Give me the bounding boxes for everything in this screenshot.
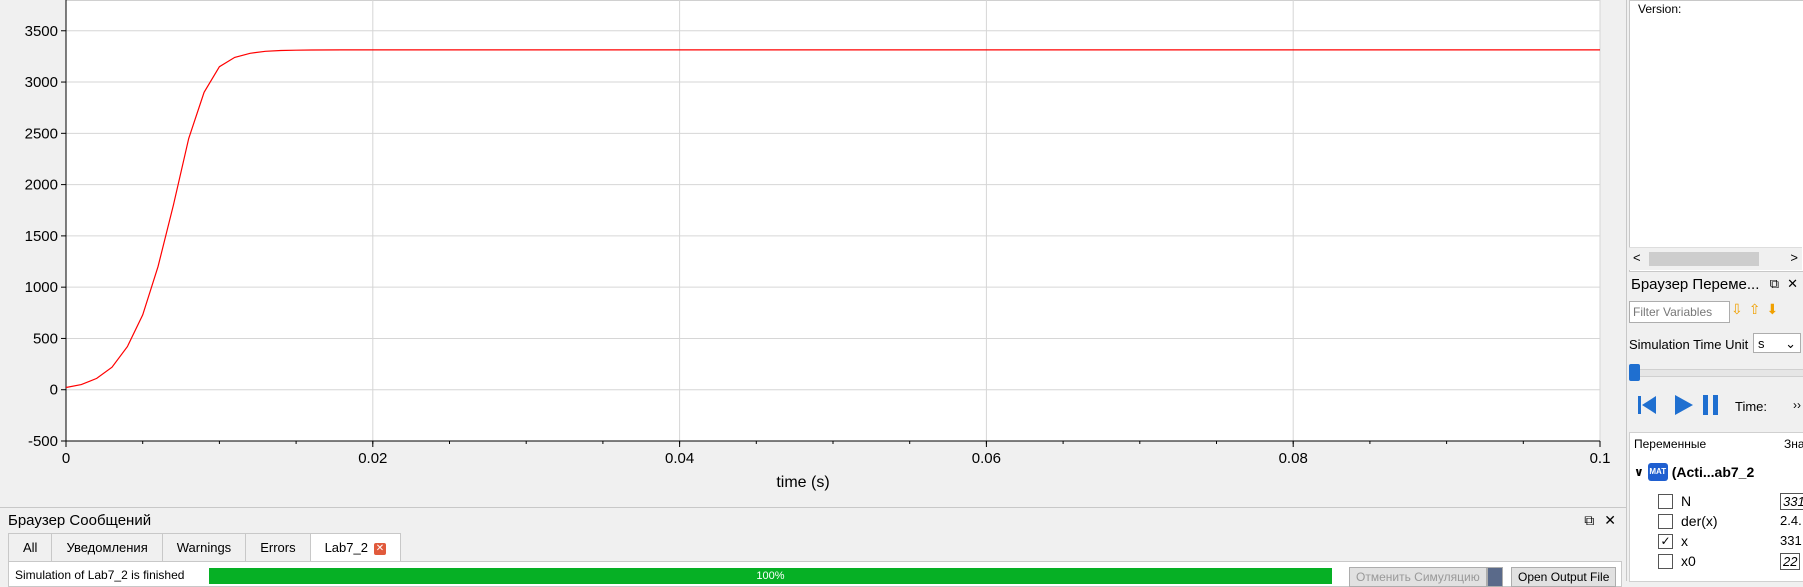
mat-file-icon: MAT	[1647, 463, 1668, 481]
chevron-down-icon: ⌄	[1785, 336, 1796, 351]
gear-icon[interactable]	[1487, 567, 1503, 587]
close-icon[interactable]: ✕	[1787, 276, 1798, 291]
variable-value: 331	[1780, 533, 1802, 548]
close-tab-icon[interactable]: ✕	[373, 542, 386, 555]
simulation-status-row: Simulation of Lab7_2 is finished 100% От…	[8, 561, 1622, 587]
tab-all[interactable]: All	[8, 533, 53, 561]
progress-label: 100%	[756, 570, 785, 582]
plot-window: -500 0 500 1000 1500 2000 2500 3000 3500 0 0.02 0.0…	[0, 0, 1626, 505]
variable-value[interactable]: 22	[1780, 553, 1801, 570]
variables-tree: ∨ MAT (Acti...ab7_2 N 331 der(x) 2.4. ✓ …	[1629, 455, 1803, 582]
message-browser-title: Браузер Сообщений	[8, 512, 152, 529]
variable-row-der-x[interactable]: der(x)	[1658, 513, 1718, 529]
x-tick-label: 0.08	[1279, 450, 1308, 467]
simulation-time-unit-label: Simulation Time Unit	[1629, 337, 1749, 352]
variable-value: 2.4.	[1780, 513, 1802, 528]
y-tick-label: 500	[33, 330, 58, 347]
plot-area	[65, 0, 1601, 442]
variables-table-header: Переменные Зна	[1629, 432, 1803, 456]
column-value[interactable]: Зна	[1784, 437, 1803, 451]
time-label: Time:	[1735, 399, 1768, 414]
variable-name: N	[1681, 493, 1692, 509]
version-label: Version:	[1638, 2, 1682, 16]
x-axis-label: time (s)	[776, 474, 829, 491]
x-tick-label: 0.04	[665, 450, 694, 467]
float-icon[interactable]: ⧉	[1769, 276, 1780, 291]
y-tick-label: 1000	[25, 279, 58, 296]
chevron-right-icon[interactable]: >	[1790, 250, 1798, 265]
close-icon[interactable]: ✕	[1604, 512, 1616, 528]
x-tick-label: 0.02	[358, 450, 387, 467]
right-dock: Version: < > Браузер Переме... ⧉ ✕ Filte…	[1626, 0, 1803, 582]
y-tick-label: -500	[28, 433, 58, 450]
sort-descending-icon[interactable]: ⇧	[1748, 301, 1761, 317]
simulation-time-unit-value: s	[1758, 336, 1765, 351]
y-tick-label: 3500	[25, 23, 58, 40]
variable-name: der(x)	[1681, 513, 1718, 529]
x-tick-label: 0	[62, 450, 70, 467]
scrollbar-thumb[interactable]	[1649, 252, 1759, 266]
variable-checkbox[interactable]	[1658, 553, 1673, 569]
tab-label: Lab7_2	[324, 540, 368, 555]
variable-checkbox[interactable]	[1658, 493, 1673, 509]
tree-root-label: (Acti...ab7_2	[1671, 464, 1755, 480]
cancel-simulation-button[interactable]: Отменить Симуляцию	[1349, 567, 1487, 587]
variables-browser-title: Браузер Переме...	[1631, 276, 1760, 293]
variable-row-x0[interactable]: x0	[1658, 553, 1696, 569]
tab-errors[interactable]: Errors	[245, 533, 311, 561]
y-tick-label: 0	[50, 382, 58, 399]
info-box: Version:	[1629, 0, 1803, 272]
tab-warnings[interactable]: Warnings	[161, 533, 247, 561]
tab-notifications[interactable]: Уведомления	[51, 533, 163, 561]
x-tick-label: 0.06	[972, 450, 1001, 467]
variable-checkbox[interactable]	[1658, 513, 1673, 529]
variable-row-x[interactable]: ✓ x	[1658, 533, 1688, 549]
column-variables[interactable]: Переменные	[1634, 437, 1707, 451]
chevron-left-icon[interactable]: <	[1633, 250, 1641, 265]
tree-root-item[interactable]: ∨ MAT (Acti...ab7_2	[1634, 463, 1754, 481]
message-browser-panel: Браузер Сообщений ⧉ ✕ All Уведомления Wa…	[0, 507, 1626, 587]
variable-name: x0	[1681, 553, 1696, 569]
open-output-file-button[interactable]: Open Output File	[1511, 567, 1617, 587]
variable-row-n[interactable]: N	[1658, 493, 1691, 509]
tab-lab7-2[interactable]: Lab7_2 ✕	[309, 533, 401, 561]
sort-ascending-icon[interactable]: ⇩	[1731, 301, 1743, 317]
series-line	[65, 49, 1600, 389]
y-tick-label: 2500	[25, 125, 58, 142]
arrow-down-icon[interactable]: ⬇	[1766, 301, 1779, 317]
time-slider-handle[interactable]	[1629, 364, 1640, 381]
float-icon[interactable]: ⧉	[1584, 512, 1595, 528]
variable-checkbox-checked[interactable]: ✓	[1658, 533, 1673, 549]
more-icon[interactable]: ››	[1793, 398, 1801, 412]
simulation-time-unit-select[interactable]: s ⌄	[1753, 333, 1801, 353]
x-tick-label: 0.1	[1590, 450, 1611, 467]
pause-icon[interactable]	[1699, 393, 1723, 417]
play-icon[interactable]	[1671, 393, 1695, 417]
y-tick-label: 2000	[25, 177, 58, 194]
variable-name: x	[1681, 533, 1688, 549]
variable-value[interactable]: 331	[1780, 493, 1803, 510]
simulation-progress-bar: 100%	[209, 568, 1332, 584]
message-tabs: All Уведомления Warnings Errors Lab7_2 ✕	[8, 533, 401, 561]
horizontal-scrollbar[interactable]: < >	[1629, 247, 1802, 270]
chevron-down-icon[interactable]: ∨	[1634, 465, 1644, 479]
rewind-icon[interactable]	[1635, 393, 1659, 417]
y-tick-label: 3000	[25, 74, 58, 91]
time-slider-track[interactable]	[1629, 369, 1803, 377]
simulation-status-text: Simulation of Lab7_2 is finished	[15, 568, 185, 582]
filter-variables-input[interactable]: Filter Variables	[1629, 301, 1730, 323]
y-tick-label: 1500	[25, 228, 58, 245]
